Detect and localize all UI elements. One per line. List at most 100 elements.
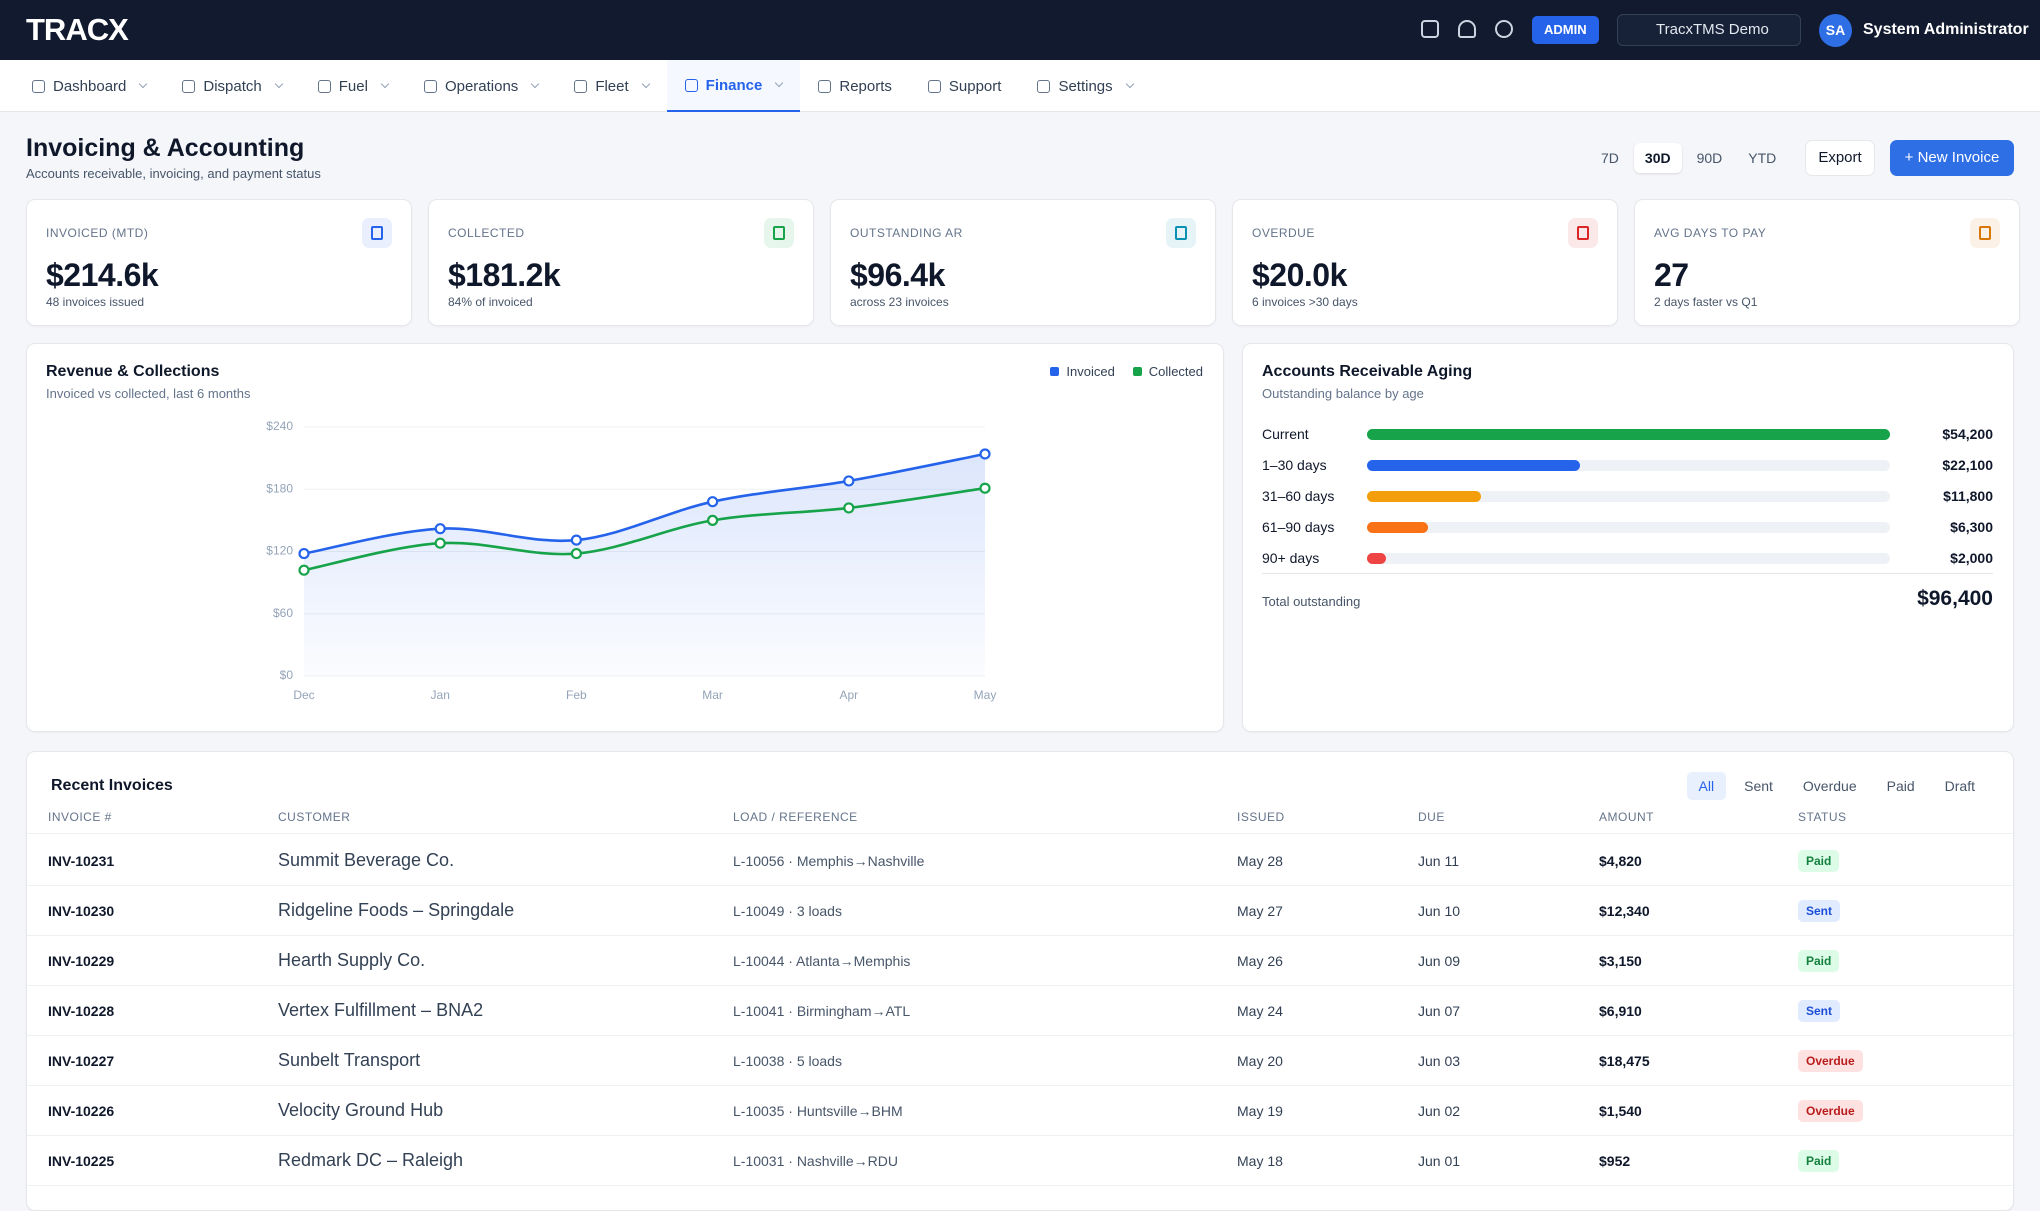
kpi-card: INVOICED (MTD) $214.6k 48 invoices issued [26,199,412,326]
column-header: DUE [1418,809,1445,824]
logo[interactable]: TRACX [26,12,129,47]
kpi-card: COLLECTED $181.2k 84% of invoiced [428,199,814,326]
cell: Overdue [1798,1099,2013,1122]
page-subtitle: Accounts receivable, invoicing, and paym… [26,166,321,181]
cell: L-10041 · Birmingham→ATL [733,1002,911,1019]
nav-icon [927,79,941,93]
cell: INV-10228 [48,1002,115,1019]
nav-item[interactable]: Operations [406,60,556,112]
avatar[interactable]: SA [1819,14,1852,47]
fullscreen-icon[interactable] [1421,20,1439,38]
nav-item[interactable]: Dashboard [14,60,164,112]
top-bar: TRACX ADMIN TracxTMS Demo SA System Admi… [0,0,2040,60]
total-label: Total outstanding [1262,594,1361,609]
table-row[interactable]: INV-10231 Summit Beverage Co. L-10056 · Me… [27,836,2013,886]
nav-item[interactable]: Settings [1019,60,1150,112]
cell: Jun 01 [1418,1152,1461,1169]
table-row[interactable]: INV-10228 Vertex Fulfillment – BNA2 L-1004… [27,986,2013,1036]
cell: Ridgeline Foods – Springdale [278,900,515,920]
nav-icon [574,79,588,93]
user-name[interactable]: System Administrator [1863,21,2029,38]
nav-item[interactable]: Fuel [300,60,406,112]
column-header: STATUS [1798,809,1847,824]
range-option[interactable]: 90D [1696,150,1723,166]
kpi-icon [1166,218,1196,248]
aging-title: Accounts Receivable Aging [1262,363,1473,380]
legend-item[interactable]: Collected [1132,364,1203,379]
nav-icon [423,79,437,93]
aging-track [1367,429,1890,440]
nav-item[interactable]: Finance [666,60,801,112]
nav-item[interactable]: Support [910,60,1020,112]
point [706,496,719,508]
cell: L-10031 · Nashville→RDU [733,1152,898,1169]
aging-value: $2,000 [1950,550,1993,566]
chart: $0 $60 $120 $180 $240 Dec Jan Feb Mar Apr May [266,419,996,702]
status-filters: All Sent Overdue Paid Draft [1686,772,1987,800]
kpi-note: 48 invoices issued [46,295,145,309]
range-option[interactable]: 7D [1601,150,1619,166]
filter-tab[interactable]: Draft [1944,778,1975,794]
nav-icon [32,79,45,93]
org-switcher[interactable]: TracxTMS Demo [1617,14,1801,46]
cell: $3,150 [1599,952,1642,969]
point [979,448,991,460]
status-badge: Paid [1798,1149,1840,1172]
nav-label: Support [948,77,1002,95]
point [298,564,310,576]
invoices-panel: Recent Invoices All Sent Overdue Paid Draft … [26,751,2014,1211]
kpi-label: OVERDUE [1252,226,1315,240]
export-button[interactable]: Export [1805,140,1875,176]
cell: Paid [1798,949,2013,972]
nav-bar: Dashboard Dispatch Fuel Operations Fleet Fina… [0,60,2040,112]
cell: Paid [1798,1149,2013,1172]
new-invoice-button[interactable]: + New Invoice [1890,140,2014,176]
y-tick-label: $60 [273,606,293,620]
status-badge: Overdue [1798,1049,1863,1072]
table-row[interactable]: INV-10226 Velocity Ground Hub L-10035 · Hu… [27,1086,2013,1136]
cell: Jun 10 [1418,902,1461,919]
point [570,547,583,560]
column-header: LOAD / REFERENCE [733,809,858,824]
point [843,502,855,514]
notifications-icon[interactable] [1458,20,1476,38]
legend-item[interactable]: Invoiced [1050,364,1115,379]
table-row[interactable]: INV-10230 Ridgeline Foods – Springdale L-1… [27,886,2013,936]
filter-tab[interactable]: Sent [1744,778,1773,794]
nav-item[interactable]: Reports [800,60,910,112]
table-row[interactable]: INV-10227 Sunbelt Transport L-10038 · 5 lo… [27,1036,2013,1086]
filter-tab[interactable]: Paid [1886,778,1915,794]
line [303,486,986,572]
table-row[interactable]: INV-10225 Redmark DC – Raleigh L-10031 · N… [27,1136,2013,1186]
filter-tab[interactable]: Overdue [1802,778,1857,794]
nav-item[interactable]: Dispatch [164,60,299,112]
kpi-label: INVOICED (MTD) [46,226,149,240]
aging-value: $6,300 [1950,519,1993,535]
column-header: INVOICE # [48,809,112,824]
aging-track [1367,460,1890,471]
nav-icon [317,79,331,93]
point [298,547,310,560]
kpi-icon-glyph [1979,226,1991,240]
range-option[interactable]: 30D [1633,143,1682,173]
kpi-note: 2 days faster vs Q1 [1654,295,1758,309]
cell: May 18 [1237,1152,1283,1169]
nav-icon [182,79,196,93]
column-header: ISSUED [1237,809,1285,824]
nav-icon [1037,79,1051,93]
nav-icon [818,79,832,93]
x-tick-label: Feb [566,688,587,702]
kpi-note: 6 invoices >30 days [1252,295,1358,309]
kpi-icon [362,218,392,248]
filter-tab[interactable]: All [1686,772,1727,800]
nav-item[interactable]: Fleet [556,60,666,112]
cell: INV-10229 [48,952,115,969]
table-row[interactable]: INV-10229 Hearth Supply Co. L-10044 · Atla… [27,936,2013,986]
table-title: Recent Invoices [51,777,173,794]
cell: May 19 [1237,1102,1283,1119]
cell: L-10044 · Atlanta→Memphis [733,952,911,969]
range-option[interactable]: YTD [1748,150,1777,166]
settings-icon[interactable] [1495,20,1513,38]
aging-label: 1–30 days [1262,457,1327,473]
